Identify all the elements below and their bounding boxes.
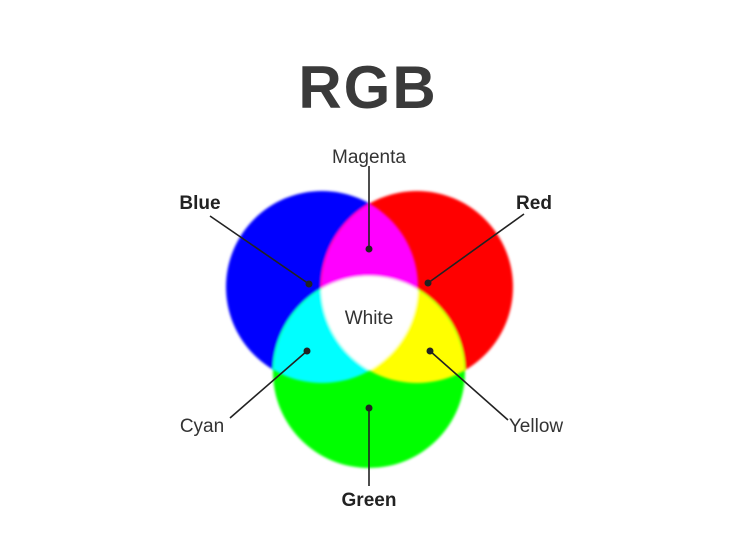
magenta-dot (365, 245, 373, 253)
yellow-label: Yellow (509, 416, 564, 437)
diagram-title: RGB (298, 54, 438, 121)
leader-lines (209, 166, 525, 486)
blue-label: Blue (179, 193, 220, 214)
green-dot (365, 404, 373, 412)
cyan-label: Cyan (180, 416, 224, 437)
blue-leader-line (209, 215, 310, 285)
cyan-dot (303, 347, 311, 355)
yellow-dot (426, 347, 434, 355)
red-label: Red (516, 193, 552, 214)
red-dot (424, 279, 432, 287)
red-leader-line (427, 213, 525, 284)
cyan-leader-line (229, 350, 308, 419)
leader-dots (303, 245, 434, 412)
white-label: White (345, 308, 394, 329)
blue-dot (305, 280, 313, 288)
green-label: Green (342, 490, 397, 511)
yellow-leader-line (429, 350, 509, 421)
magenta-label: Magenta (332, 147, 406, 168)
